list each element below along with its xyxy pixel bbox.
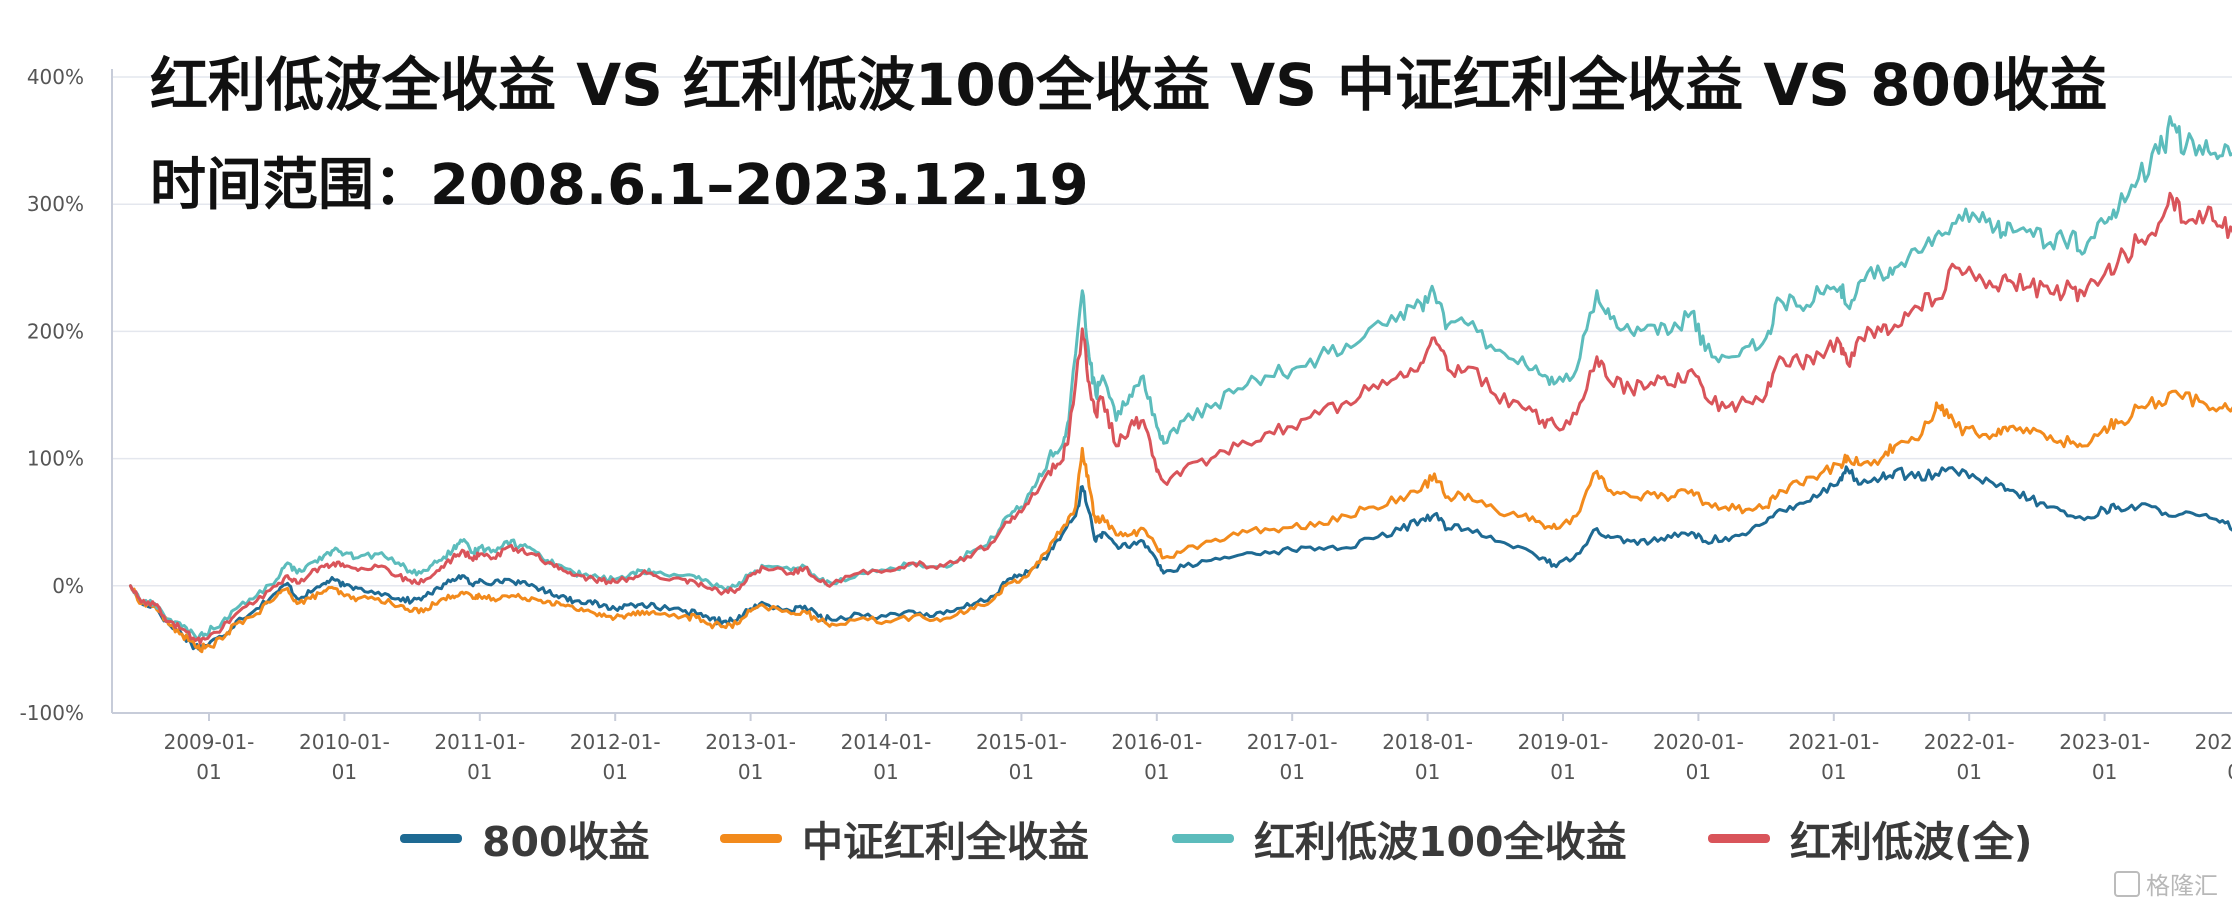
y-tick-label: 0% [52,574,84,598]
x-tick-label: 2009-01- [164,730,255,754]
x-tick-label-day: 01 [738,760,763,784]
x-tick-label: 2018-01- [1382,730,1473,754]
chart-subtitle: 时间范围：2008.6.1–2023.12.19 [150,153,1089,218]
y-tick-label: -100% [20,701,84,725]
legend-item-zzhl: 中证红利全收益 [720,808,1089,868]
legend-item-hldb100: 红利低波100全收益 [1172,808,1627,868]
y-tick-label: 400% [27,65,84,89]
chart-title: 红利低波全收益 VS 红利低波100全收益 VS 中证红利全收益 VS 800收… [150,51,2108,119]
x-tick-label-day: 01 [1956,760,1981,784]
series-zzhl [129,389,2232,654]
x-tick-label-day: 01 [2092,760,2117,784]
x-tick-label: 2016-01- [1111,730,1202,754]
x-tick-label: 2023-01- [2059,730,2150,754]
axes: -100% 0% 100% 200% 300% 400% 2009-01- 01 2010-01… [20,65,2232,784]
legend-swatch-800 [400,833,462,843]
x-tick-label-day: 01 [1686,760,1711,784]
legend-swatch-hldb100 [1172,833,1234,843]
watermark: 格隆汇 [2114,866,2218,901]
y-tick-label: 300% [27,192,84,216]
x-tick-label-day: 01 [2227,760,2232,784]
x-tick-label-day: 01 [196,760,221,784]
x-tick-label-day: 01 [1415,760,1440,784]
x-tick-label: 2017-01- [1247,730,1338,754]
series-lines [129,115,2232,654]
x-tick-label-day: 01 [602,760,627,784]
legend: 800收益 中证红利全收益 红利低波100全收益 红利低波(全) [0,808,2232,868]
x-tick-label: 2022-01- [1924,730,2015,754]
x-tick-label-day: 01 [467,760,492,784]
x-tick-label: 2024-01- [2195,730,2232,754]
y-tick-label: 100% [27,447,84,471]
watermark-text: 格隆汇 [2146,872,2218,900]
logo-icon [2114,870,2140,897]
x-tick-label-day: 01 [1821,760,1846,784]
x-tick-label-day: 01 [1009,760,1034,784]
legend-swatch-hldb [1708,833,1770,843]
x-tick-label-day: 01 [1550,760,1575,784]
x-tick-label-day: 01 [332,760,357,784]
series-hldb [129,191,2232,645]
series-hldb100 [129,115,2232,642]
legend-item-hldb: 红利低波(全) [1708,808,2032,868]
legend-label-hldb100: 红利低波100全收益 [1254,818,1627,866]
x-tick-label-day: 01 [873,760,898,784]
x-tick-label: 2013-01- [705,730,796,754]
x-tick-label: 2015-01- [976,730,1067,754]
x-tick-label-day: 01 [1279,760,1304,784]
x-tick-label: 2011-01- [434,730,525,754]
legend-item-800: 800收益 [400,808,650,868]
x-tick-label-day: 01 [1144,760,1169,784]
x-tick-label: 2012-01- [570,730,661,754]
y-tick-label: 200% [27,319,84,343]
legend-label-800: 800收益 [482,818,650,866]
x-tick-label: 2020-01- [1653,730,1744,754]
x-tick-label: 2010-01- [299,730,390,754]
legend-label-zzhl: 中证红利全收益 [802,818,1089,866]
series-800 [129,465,2232,651]
x-tick-label: 2014-01- [841,730,932,754]
legend-swatch-zzhl [720,833,782,843]
x-tick-label: 2019-01- [1518,730,1609,754]
legend-label-hldb: 红利低波(全) [1790,818,2033,866]
x-tick-label: 2021-01- [1788,730,1879,754]
